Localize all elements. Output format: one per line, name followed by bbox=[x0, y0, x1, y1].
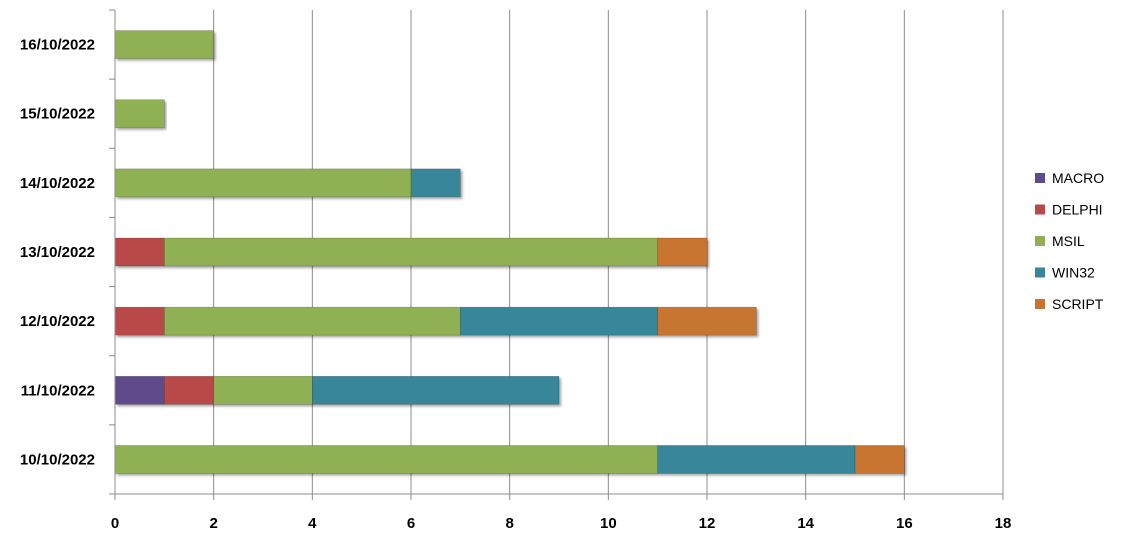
bar-group-13/10/2022 bbox=[114, 237, 708, 267]
bar-group-11/10/2022 bbox=[114, 375, 560, 405]
bar-segment-delphi-13/10/2022 bbox=[114, 237, 165, 267]
y-tick-label: 15/10/2022 bbox=[20, 106, 95, 123]
y-tick-label: 10/10/2022 bbox=[20, 451, 95, 468]
legend-item-win32: WIN32 bbox=[1035, 265, 1095, 281]
bar-group-15/10/2022 bbox=[114, 99, 165, 129]
bar-segment-msil-11/10/2022 bbox=[213, 375, 313, 405]
x-tick-label: 18 bbox=[995, 515, 1012, 532]
y-tick-label: 14/10/2022 bbox=[20, 175, 95, 192]
y-tick-label: 11/10/2022 bbox=[21, 382, 95, 399]
legend-item-msil: MSIL bbox=[1035, 233, 1085, 249]
legend-label: MACRO bbox=[1052, 170, 1104, 186]
bar-segment-win32-10/10/2022 bbox=[657, 445, 856, 474]
x-tick-label: 4 bbox=[308, 515, 317, 532]
bar-segment-script-12/10/2022 bbox=[657, 306, 757, 336]
bar-segment-win32-11/10/2022 bbox=[312, 375, 560, 405]
axes bbox=[109, 9, 1004, 500]
bar-segment-win32-12/10/2022 bbox=[460, 306, 658, 336]
bar-group-14/10/2022 bbox=[114, 168, 461, 198]
bar-segment-msil-12/10/2022 bbox=[164, 306, 461, 336]
bar-segment-script-13/10/2022 bbox=[657, 237, 708, 267]
y-tick-label: 16/10/2022 bbox=[20, 37, 95, 54]
bars bbox=[114, 30, 905, 474]
bar-segment-msil-10/10/2022 bbox=[114, 445, 658, 474]
legend-swatch bbox=[1035, 173, 1045, 183]
legend-item-macro: MACRO bbox=[1035, 170, 1104, 186]
legend-swatch bbox=[1035, 236, 1045, 246]
bar-segment-win32-14/10/2022 bbox=[410, 168, 461, 198]
legend-label: SCRIPT bbox=[1052, 296, 1104, 312]
y-tick-label: 13/10/2022 bbox=[20, 244, 95, 261]
y-tick-label: 12/10/2022 bbox=[20, 313, 95, 330]
bar-group-12/10/2022 bbox=[114, 306, 757, 336]
x-tick-label: 12 bbox=[699, 515, 716, 532]
x-tick-label: 8 bbox=[505, 515, 513, 532]
bar-group-10/10/2022 bbox=[114, 445, 905, 474]
bar-segment-script-10/10/2022 bbox=[854, 445, 905, 474]
legend-item-delphi: DELPHI bbox=[1035, 202, 1103, 218]
x-tick-label: 0 bbox=[111, 515, 119, 532]
x-tick-label: 6 bbox=[407, 515, 415, 532]
axis-labels: 10/10/2022 11/10/2022 12/10/2022 13/10/2022… bbox=[20, 37, 1011, 532]
x-tick-label: 16 bbox=[896, 515, 913, 532]
legend-swatch bbox=[1035, 267, 1045, 278]
bar-segment-macro-11/10/2022 bbox=[114, 375, 165, 405]
bar-segment-delphi-11/10/2022 bbox=[164, 375, 214, 405]
bar-segment-msil-16/10/2022 bbox=[114, 30, 214, 59]
bar-segment-msil-15/10/2022 bbox=[114, 99, 165, 129]
bar-segment-msil-13/10/2022 bbox=[164, 237, 658, 267]
legend-label: MSIL bbox=[1052, 233, 1085, 249]
x-tick-label: 2 bbox=[209, 515, 217, 532]
legend-swatch bbox=[1035, 204, 1045, 215]
bar-segment-delphi-12/10/2022 bbox=[114, 306, 165, 336]
legend-item-script: SCRIPT bbox=[1035, 296, 1104, 312]
legend-label: DELPHI bbox=[1052, 202, 1103, 218]
legend: MACRO DELPHI MSIL WIN32 SCRIPT bbox=[1035, 170, 1104, 312]
legend-label: WIN32 bbox=[1052, 265, 1095, 281]
x-tick-label: 10 bbox=[600, 515, 617, 532]
x-tick-label: 14 bbox=[797, 515, 814, 532]
bar-group-16/10/2022 bbox=[114, 30, 214, 59]
legend-swatch bbox=[1035, 299, 1045, 309]
bar-segment-msil-14/10/2022 bbox=[114, 168, 412, 198]
